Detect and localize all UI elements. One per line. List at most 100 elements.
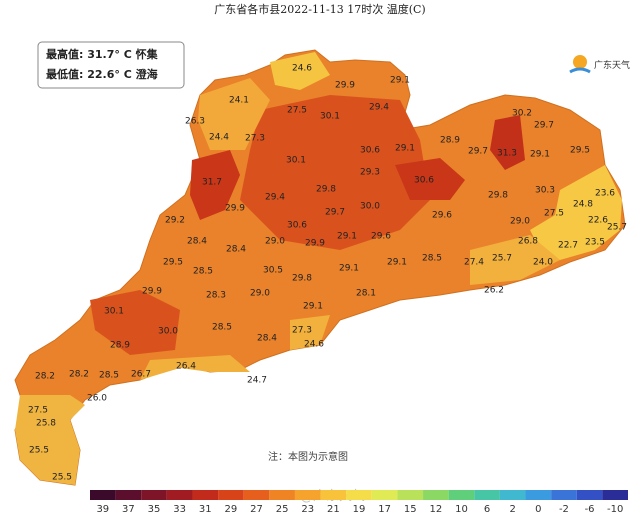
station-value: 30.1 bbox=[104, 307, 124, 317]
station-value: 25.8 bbox=[36, 419, 56, 429]
station-value: 22.7 bbox=[558, 241, 578, 251]
station-value: 23.5 bbox=[585, 238, 605, 248]
station-value: 29.1 bbox=[387, 258, 407, 268]
station-value: 29.1 bbox=[395, 144, 415, 154]
station-value: 29.2 bbox=[165, 216, 185, 226]
station-value: 28.5 bbox=[422, 254, 442, 264]
legend-label: 37 bbox=[122, 504, 135, 515]
station-value: 28.4 bbox=[187, 237, 207, 247]
legend-swatch bbox=[218, 490, 244, 500]
logo-text: 广东天气 bbox=[594, 59, 630, 71]
station-value: 28.9 bbox=[440, 136, 460, 146]
legend-swatch bbox=[602, 490, 628, 500]
station-value: 29.1 bbox=[390, 76, 410, 86]
legend-swatch bbox=[90, 490, 116, 500]
station-value: 28.5 bbox=[99, 371, 119, 381]
province-shape bbox=[14, 49, 626, 486]
station-value: 28.2 bbox=[69, 370, 89, 380]
station-value: 29.4 bbox=[369, 103, 389, 113]
station-value: 29.9 bbox=[335, 81, 355, 91]
station-value: 22.6 bbox=[588, 216, 608, 226]
station-value: 29.1 bbox=[530, 150, 550, 160]
station-value: 29.1 bbox=[339, 264, 359, 274]
station-value: 28.3 bbox=[206, 291, 226, 301]
mild-region bbox=[15, 395, 85, 485]
station-value: 29.8 bbox=[316, 185, 336, 195]
station-value: 29.9 bbox=[142, 287, 162, 297]
mild-region bbox=[140, 355, 250, 380]
station-value: 29.1 bbox=[337, 232, 357, 242]
station-value: 28.2 bbox=[35, 372, 55, 382]
legend-swatch bbox=[474, 490, 500, 500]
legend-label: 15 bbox=[404, 504, 417, 515]
hottest-region bbox=[490, 115, 525, 170]
station-value: 31.7 bbox=[202, 178, 222, 188]
legend-label: 31 bbox=[199, 504, 212, 515]
logo-sun bbox=[573, 55, 587, 69]
station-value: 30.0 bbox=[360, 202, 380, 212]
legend-label: 19 bbox=[353, 504, 366, 515]
station-value: 25.5 bbox=[29, 446, 49, 456]
station-value: 29.8 bbox=[488, 191, 508, 201]
legend-label: 6 bbox=[484, 504, 490, 515]
station-value: 27.4 bbox=[464, 258, 484, 268]
station-value: 28.5 bbox=[212, 323, 232, 333]
hot-region bbox=[240, 95, 430, 250]
station-value: 26.2 bbox=[484, 286, 504, 296]
station-value: 29.4 bbox=[265, 193, 285, 203]
station-value: 26.7 bbox=[131, 370, 151, 380]
legend-swatch bbox=[269, 490, 295, 500]
station-value: 29.0 bbox=[510, 217, 530, 227]
station-value: 29.7 bbox=[468, 147, 488, 157]
station-value: 30.2 bbox=[512, 109, 532, 119]
legend-label: -2 bbox=[559, 504, 569, 515]
station-value: 24.8 bbox=[573, 200, 593, 210]
summary-frame bbox=[37, 41, 185, 89]
legend-swatch bbox=[192, 490, 219, 500]
station-value: 29.5 bbox=[570, 146, 590, 156]
station-labels: 24.6 24.1 26.3 24.4 27.5 27.3 29.9 29.1 30.1 29.4… bbox=[28, 64, 627, 483]
map-title: 广东省各市县2022-11-13 17时次 温度(C) bbox=[214, 2, 425, 16]
station-value: 29.5 bbox=[163, 258, 183, 268]
station-value: 29.1 bbox=[303, 302, 323, 312]
legend-swatch bbox=[166, 490, 193, 500]
legend-swatch bbox=[294, 490, 321, 500]
legend-swatch bbox=[448, 490, 475, 500]
station-value: 29.7 bbox=[325, 208, 345, 218]
legend-label: 25 bbox=[276, 504, 289, 515]
legend-label: 17 bbox=[378, 504, 391, 515]
station-value: 28.5 bbox=[193, 267, 213, 277]
legend-swatch bbox=[115, 490, 142, 500]
station-value: 29.6 bbox=[432, 211, 452, 221]
station-value: 30.6 bbox=[287, 221, 307, 231]
station-value: 26.8 bbox=[518, 237, 538, 247]
legend-label: 27 bbox=[250, 504, 263, 515]
station-value: 30.1 bbox=[320, 112, 340, 122]
station-value: 29.0 bbox=[250, 289, 270, 299]
station-value: 29.9 bbox=[305, 239, 325, 249]
station-value: 29.6 bbox=[371, 232, 391, 242]
station-value: 27.5 bbox=[287, 106, 307, 116]
station-value: 26.3 bbox=[185, 117, 205, 127]
station-value: 28.9 bbox=[110, 341, 130, 351]
station-value: 25.7 bbox=[492, 254, 512, 264]
station-value: 23.6 bbox=[595, 189, 615, 199]
color-legend: 39 37 35 33 31 29 27 25 23 21 19 17 15 12 10 6 2 0 -2 -6 -10 bbox=[90, 490, 628, 515]
hot-region bbox=[90, 290, 180, 355]
station-value: 26.0 bbox=[87, 394, 107, 404]
legend-label: 12 bbox=[429, 504, 442, 515]
hottest-region bbox=[190, 150, 240, 220]
legend-label: 21 bbox=[327, 504, 340, 515]
max-label: 最高值: 31.7° C 怀集 bbox=[46, 47, 159, 61]
mild-region bbox=[470, 235, 560, 285]
legend-swatch bbox=[525, 490, 552, 500]
legend-swatch bbox=[320, 490, 347, 500]
station-value: 24.6 bbox=[304, 340, 324, 350]
mild-region bbox=[290, 315, 330, 350]
legend-label: 39 bbox=[96, 504, 109, 515]
station-value: 28.4 bbox=[257, 334, 277, 344]
min-label: 最低值: 22.6° C 澄海 bbox=[46, 67, 158, 81]
hottest-region bbox=[395, 158, 465, 200]
station-value: 24.6 bbox=[292, 64, 312, 74]
